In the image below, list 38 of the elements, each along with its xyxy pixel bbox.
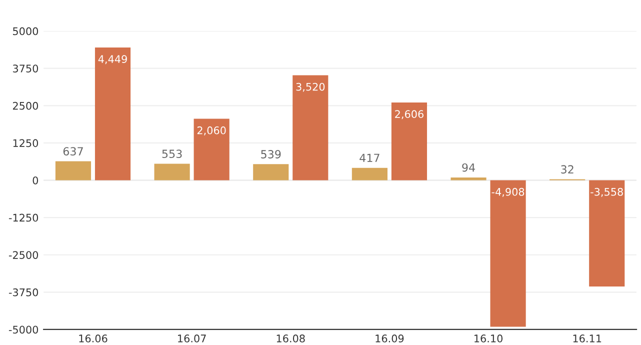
- bar: [154, 164, 190, 180]
- data-label: 637: [63, 147, 83, 156]
- x-tick-label: 16.10: [474, 334, 502, 342]
- y-tick-label: 3750: [13, 64, 38, 72]
- bar: [589, 180, 625, 286]
- bar: [450, 177, 486, 180]
- y-tick-label: -2500: [8, 251, 38, 259]
- x-tick-label: 16.11: [573, 334, 602, 342]
- bar: [194, 118, 230, 180]
- data-label: 417: [360, 154, 380, 162]
- bar: [391, 102, 428, 180]
- bar: [490, 180, 526, 327]
- data-label: 3,520: [296, 82, 325, 92]
- y-tick-label: 1250: [13, 139, 38, 148]
- data-label: 2,606: [395, 110, 424, 120]
- data-label: 553: [162, 150, 182, 158]
- bar: [94, 47, 131, 180]
- x-tick-label: 16.08: [276, 334, 305, 342]
- y-tick-label: 2500: [12, 102, 38, 110]
- data-label: 32: [561, 165, 574, 174]
- x-tick-label: 16.06: [79, 334, 108, 342]
- data-label: -4,908: [492, 188, 524, 197]
- y-tick-label: -1250: [8, 214, 38, 222]
- data-label: 94: [462, 163, 475, 172]
- y-tick-label: -3750: [8, 288, 38, 296]
- bar: [292, 75, 328, 180]
- y-tick-label: 0: [32, 176, 38, 184]
- data-label: 539: [261, 150, 281, 158]
- bar: [55, 161, 92, 180]
- y-tick-label: 5000: [13, 27, 38, 36]
- y-tick-label: -5000: [8, 326, 38, 334]
- data-label: 4,449: [98, 55, 127, 64]
- data-label: -3,558: [590, 188, 623, 197]
- x-tick-label: 16.07: [178, 334, 206, 342]
- x-tick-label: 16.09: [376, 334, 404, 342]
- data-label: 2,060: [197, 126, 226, 136]
- bar: [352, 168, 388, 180]
- bar: [253, 164, 289, 180]
